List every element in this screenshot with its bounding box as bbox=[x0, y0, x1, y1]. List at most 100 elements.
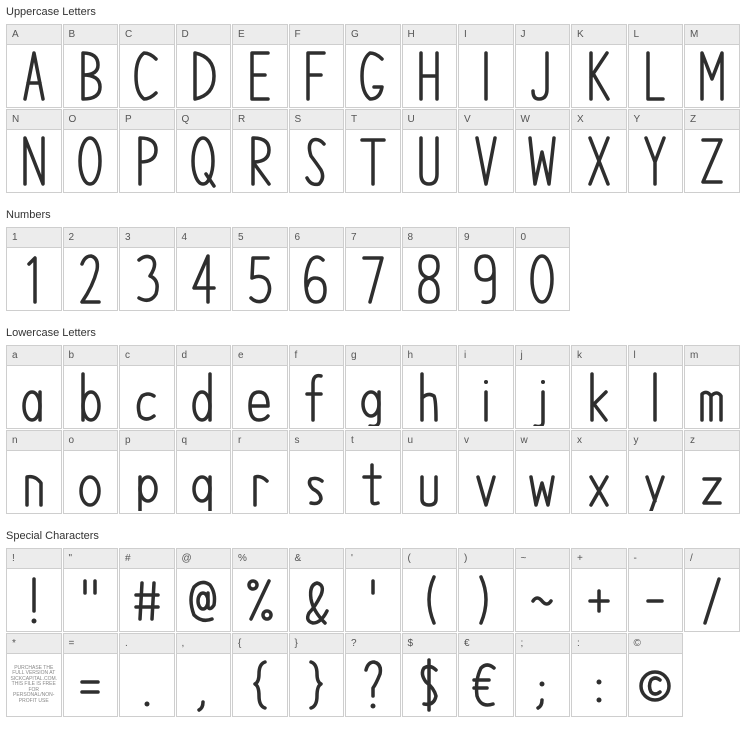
glyph-cell: 9 bbox=[458, 227, 514, 311]
glyph-label: D bbox=[177, 25, 231, 45]
glyph-display bbox=[346, 248, 400, 310]
glyph-label: R bbox=[233, 110, 287, 130]
glyph-cell: q bbox=[176, 430, 232, 514]
glyph-label: w bbox=[516, 431, 570, 451]
glyph-display bbox=[64, 451, 118, 513]
glyph-display bbox=[120, 248, 174, 310]
glyph-display bbox=[177, 130, 231, 192]
glyph-display bbox=[233, 654, 287, 716]
glyph-cell: s bbox=[289, 430, 345, 514]
glyph-display bbox=[459, 45, 513, 107]
glyph-label: 0 bbox=[516, 228, 570, 248]
glyph-cell: , bbox=[176, 633, 232, 717]
glyph-label: I bbox=[459, 25, 513, 45]
glyph-row: *PURCHASE THE FULL VERSION AT SICKCAPITA… bbox=[6, 633, 742, 717]
glyph-label: t bbox=[346, 431, 400, 451]
glyph-cell: j bbox=[515, 345, 571, 429]
glyph-cell: z bbox=[684, 430, 740, 514]
glyph-label: i bbox=[459, 346, 513, 366]
glyph-display bbox=[346, 130, 400, 192]
asterisk-note: PURCHASE THE FULL VERSION AT SICKCAPITAL… bbox=[7, 654, 61, 716]
glyph-cell: D bbox=[176, 24, 232, 108]
glyph-cell: m bbox=[684, 345, 740, 429]
glyph-display bbox=[629, 130, 683, 192]
glyph-label: % bbox=[233, 549, 287, 569]
glyph-cell: . bbox=[119, 633, 175, 717]
glyph-label: T bbox=[346, 110, 400, 130]
glyph-label: p bbox=[120, 431, 174, 451]
glyph-cell: / bbox=[684, 548, 740, 632]
glyph-cell: € bbox=[458, 633, 514, 717]
glyph-cell: w bbox=[515, 430, 571, 514]
glyph-display bbox=[629, 451, 683, 513]
glyph-label: r bbox=[233, 431, 287, 451]
glyph-cell: n bbox=[6, 430, 62, 514]
glyph-label: 4 bbox=[177, 228, 231, 248]
glyph-label: = bbox=[64, 634, 118, 654]
glyph-label: ~ bbox=[516, 549, 570, 569]
glyph-cell: v bbox=[458, 430, 514, 514]
glyph-cell: } bbox=[289, 633, 345, 717]
glyph-label: U bbox=[403, 110, 457, 130]
glyph-label: j bbox=[516, 346, 570, 366]
glyph-display bbox=[64, 569, 118, 631]
glyph-cell: R bbox=[232, 109, 288, 193]
glyph-display bbox=[120, 130, 174, 192]
glyph-cell: $ bbox=[402, 633, 458, 717]
glyph-display bbox=[64, 654, 118, 716]
glyph-display bbox=[290, 569, 344, 631]
glyph-display bbox=[7, 451, 61, 513]
glyph-cell: N bbox=[6, 109, 62, 193]
glyph-label: : bbox=[572, 634, 626, 654]
glyph-cell: G bbox=[345, 24, 401, 108]
glyph-cell: 3 bbox=[119, 227, 175, 311]
glyph-label: 9 bbox=[459, 228, 513, 248]
glyph-display bbox=[516, 366, 570, 428]
glyph-label: € bbox=[459, 634, 513, 654]
glyph-cell: B bbox=[63, 24, 119, 108]
glyph-display bbox=[685, 130, 739, 192]
glyph-display bbox=[290, 45, 344, 107]
glyph-display bbox=[459, 366, 513, 428]
glyph-display bbox=[177, 366, 231, 428]
glyph-cell: 1 bbox=[6, 227, 62, 311]
glyph-cell: 5 bbox=[232, 227, 288, 311]
section-title: Numbers bbox=[6, 209, 742, 221]
glyph-display bbox=[233, 248, 287, 310]
glyph-label: o bbox=[64, 431, 118, 451]
glyph-display bbox=[403, 451, 457, 513]
glyph-label: B bbox=[64, 25, 118, 45]
glyph-cell: ! bbox=[6, 548, 62, 632]
glyph-display bbox=[177, 248, 231, 310]
glyph-cell: : bbox=[571, 633, 627, 717]
glyph-cell: " bbox=[63, 548, 119, 632]
glyph-cell: *PURCHASE THE FULL VERSION AT SICKCAPITA… bbox=[6, 633, 62, 717]
glyph-display bbox=[685, 451, 739, 513]
glyph-display bbox=[516, 130, 570, 192]
glyph-label: 2 bbox=[64, 228, 118, 248]
glyph-cell: u bbox=[402, 430, 458, 514]
glyph-cell: W bbox=[515, 109, 571, 193]
glyph-label: + bbox=[572, 549, 626, 569]
glyph-cell: + bbox=[571, 548, 627, 632]
glyph-display bbox=[516, 654, 570, 716]
glyph-label: F bbox=[290, 25, 344, 45]
glyph-label: ) bbox=[459, 549, 513, 569]
glyph-display bbox=[346, 569, 400, 631]
glyph-label: 8 bbox=[403, 228, 457, 248]
glyph-cell: ; bbox=[515, 633, 571, 717]
glyph-display bbox=[685, 569, 739, 631]
glyph-cell: 7 bbox=[345, 227, 401, 311]
glyph-display bbox=[177, 569, 231, 631]
glyph-cell: = bbox=[63, 633, 119, 717]
glyph-cell: ? bbox=[345, 633, 401, 717]
glyph-display bbox=[233, 130, 287, 192]
glyph-cell: H bbox=[402, 24, 458, 108]
glyph-label: C bbox=[120, 25, 174, 45]
glyph-label: y bbox=[629, 431, 683, 451]
glyph-display bbox=[7, 45, 61, 107]
glyph-display bbox=[64, 130, 118, 192]
glyph-cell: g bbox=[345, 345, 401, 429]
glyph-display bbox=[516, 569, 570, 631]
glyph-display bbox=[403, 654, 457, 716]
